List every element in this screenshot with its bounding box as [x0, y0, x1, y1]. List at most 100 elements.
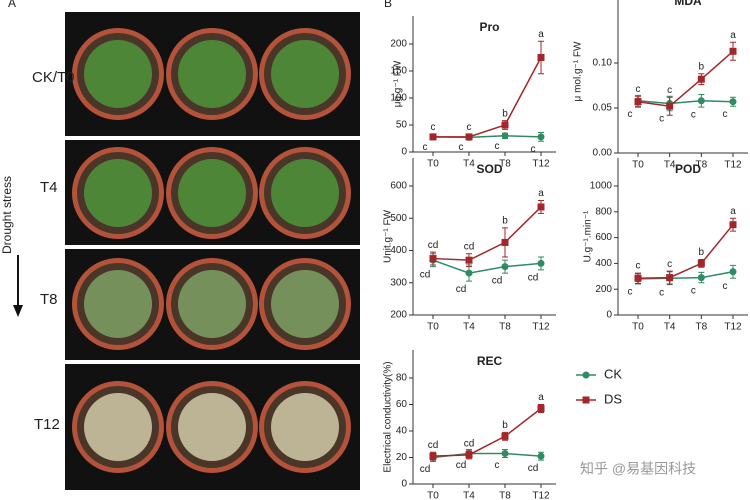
row-label: T4 [40, 179, 58, 196]
row-label: T12 [34, 416, 60, 433]
point [634, 274, 642, 282]
point [729, 268, 737, 276]
x-tick-label: T0 [427, 322, 439, 333]
significance-letter: cd [456, 460, 467, 471]
y-tick-label: 800 [595, 206, 612, 217]
y-axis-label: Unit.g⁻¹ FW [383, 209, 394, 263]
significance-letter: a [730, 206, 736, 217]
plant [178, 159, 246, 227]
y-tick-label: 0.05 [593, 103, 613, 114]
point [537, 452, 545, 460]
plant [271, 393, 339, 461]
x-tick-label: T8 [695, 160, 707, 171]
significance-letter: cd [528, 272, 539, 283]
plant [178, 270, 246, 338]
significance-letter: c [495, 460, 500, 471]
significance-letter: c [659, 287, 664, 298]
significance-letter: cd [492, 276, 503, 287]
x-tick-label: T8 [499, 491, 511, 500]
point [429, 255, 437, 263]
significance-letter: c [628, 287, 633, 298]
significance-letter: a [538, 392, 544, 403]
legend-marker [582, 371, 590, 379]
significance-letter: cd [464, 439, 475, 450]
x-tick-label: T4 [463, 491, 475, 500]
legend-marker [582, 396, 590, 404]
chart-title: POD [675, 162, 701, 176]
significance-letter: c [495, 141, 500, 152]
point [465, 269, 473, 277]
significance-letter: b [699, 61, 705, 72]
significance-letter: c [723, 109, 728, 120]
point [465, 133, 473, 141]
y-tick-label: 200 [595, 284, 612, 295]
plant [84, 159, 152, 227]
y-tick-label: 200 [390, 310, 407, 321]
significance-letter: c [628, 109, 633, 120]
watermark: 知乎 @易基因科技 [580, 461, 696, 477]
panel-label: A [8, 0, 16, 10]
chart-title: SOD [476, 162, 502, 176]
row-divider [65, 136, 360, 140]
significance-letter: cd [456, 284, 467, 295]
significance-letter: b [502, 108, 508, 119]
point [666, 274, 674, 282]
row-divider [65, 245, 360, 249]
chart-title: Pro [479, 20, 499, 34]
plant [271, 159, 339, 227]
plant [84, 270, 152, 338]
y-axis-label: μg.g⁻¹ FW [393, 60, 404, 107]
y-axis-label: U.g⁻¹.min⁻¹ [583, 210, 594, 262]
point [697, 97, 705, 105]
axis [617, 158, 748, 316]
arrow-head [13, 305, 23, 317]
x-tick-label: T4 [463, 322, 475, 333]
point [697, 75, 705, 83]
plant [271, 270, 339, 338]
point [465, 256, 473, 264]
significance-letter: a [538, 188, 544, 199]
significance-letter: c [691, 285, 696, 296]
point [537, 54, 545, 61]
y-tick-label: 400 [595, 258, 612, 269]
y-tick-label: 1000 [590, 181, 613, 192]
series-line [432, 206, 542, 261]
significance-letter: c [667, 259, 672, 270]
significance-letter: c [459, 142, 464, 153]
axis [617, 0, 748, 154]
x-tick-label: T4 [664, 160, 676, 171]
significance-letter: c [431, 122, 436, 133]
y-tick-label: 300 [390, 277, 407, 288]
plant [178, 40, 246, 108]
significance-letter: c [723, 281, 728, 292]
point [729, 221, 737, 229]
point [429, 452, 437, 460]
x-tick-label: T12 [724, 160, 742, 171]
panel-label: B [384, 0, 392, 10]
y-tick-label: 80 [396, 373, 408, 384]
legend-label: CK [604, 366, 622, 381]
line-chart: SOD Unit.g⁻¹ FW 200 300 400 500 600 T0 T4 T8 T12 cd… [383, 158, 556, 333]
series-line [637, 224, 734, 279]
row-divider [65, 360, 360, 364]
legend-label: DS [604, 391, 622, 406]
series-line [432, 259, 542, 274]
y-tick-label: 500 [390, 213, 407, 224]
photo-panel: A CK/T0 T4 T8 T12 Drought stress [0, 0, 360, 490]
point [537, 203, 545, 211]
point [666, 102, 674, 110]
y-tick-label: 50 [396, 120, 408, 131]
y-tick-label: 0 [606, 310, 612, 321]
arrow-label: Drought stress [0, 176, 14, 254]
series-line [432, 407, 542, 457]
y-axis-label: μ mol.g⁻¹ FW [573, 41, 584, 101]
significance-letter: c [659, 113, 664, 124]
significance-letter: a [730, 30, 736, 41]
x-tick-label: T12 [724, 322, 742, 333]
x-tick-label: T12 [532, 159, 550, 170]
x-tick-label: T12 [532, 322, 550, 333]
x-tick-label: T0 [632, 322, 644, 333]
significance-letter: c [423, 142, 428, 153]
